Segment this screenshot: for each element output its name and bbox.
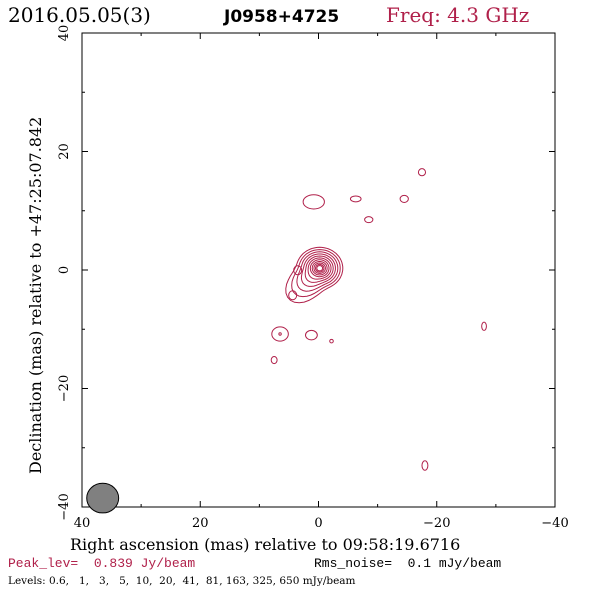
contour-layer <box>270 168 487 471</box>
contour-level <box>293 265 303 276</box>
axis-ticks: 40 20 0 −20 −40 −40 −20 0 20 40 <box>57 25 569 531</box>
y-tick-label: 20 <box>57 143 72 160</box>
contour-level <box>296 251 339 292</box>
contour-level <box>309 259 330 278</box>
x-tick-label: −40 <box>541 516 568 531</box>
contour-level <box>313 262 326 274</box>
contour-component <box>481 321 487 331</box>
contour-level <box>311 261 328 276</box>
plot-frame <box>81 32 556 508</box>
x-tick-label: −20 <box>423 516 450 531</box>
contour-level <box>291 249 341 298</box>
contour-level <box>315 263 325 273</box>
contour-component <box>364 216 374 224</box>
peak-level: Peak_lev= 0.839 Jy/beam <box>8 556 195 571</box>
beam-layer <box>86 482 120 514</box>
contour-component <box>278 332 282 336</box>
contour-component <box>399 194 409 203</box>
contour-level <box>285 246 344 304</box>
contour-level <box>300 253 336 287</box>
x-axis-label: Right ascension (mas) relative to 09:58:… <box>70 535 460 554</box>
contour-level <box>307 257 332 280</box>
x-tick-label: 20 <box>192 516 209 531</box>
y-tick-label: 40 <box>57 25 72 42</box>
contour-levels: Levels: 0.6, 1, 3, 5, 10, 20, 41, 81, 16… <box>8 575 356 587</box>
y-tick-label: −40 <box>57 493 72 520</box>
x-tick-label: 0 <box>314 516 322 531</box>
epoch-title: 2016.05.05(3) <box>8 3 151 27</box>
contour-component <box>421 460 429 471</box>
frequency-title: Freq: 4.3 GHz <box>386 3 529 27</box>
contour-component <box>304 329 318 341</box>
contour-component <box>417 168 427 177</box>
source-title: J0958+4725 <box>223 7 339 27</box>
contour-component <box>270 356 278 365</box>
contour-level <box>316 265 324 272</box>
y-tick-label: 0 <box>57 266 72 274</box>
y-tick-label: −20 <box>57 375 72 402</box>
contour-level <box>288 290 298 301</box>
contour-component <box>349 195 362 203</box>
contour-component <box>302 194 325 210</box>
beam-ellipse <box>86 482 120 514</box>
contour-component <box>271 326 289 342</box>
y-axis-label: Declination (mas) relative to +47:25:07.… <box>26 117 45 474</box>
rms-noise: Rms_noise= 0.1 mJy/beam <box>314 556 501 571</box>
x-tick-label: 40 <box>74 516 91 531</box>
contour-level <box>304 255 334 283</box>
contour-component <box>329 338 334 344</box>
